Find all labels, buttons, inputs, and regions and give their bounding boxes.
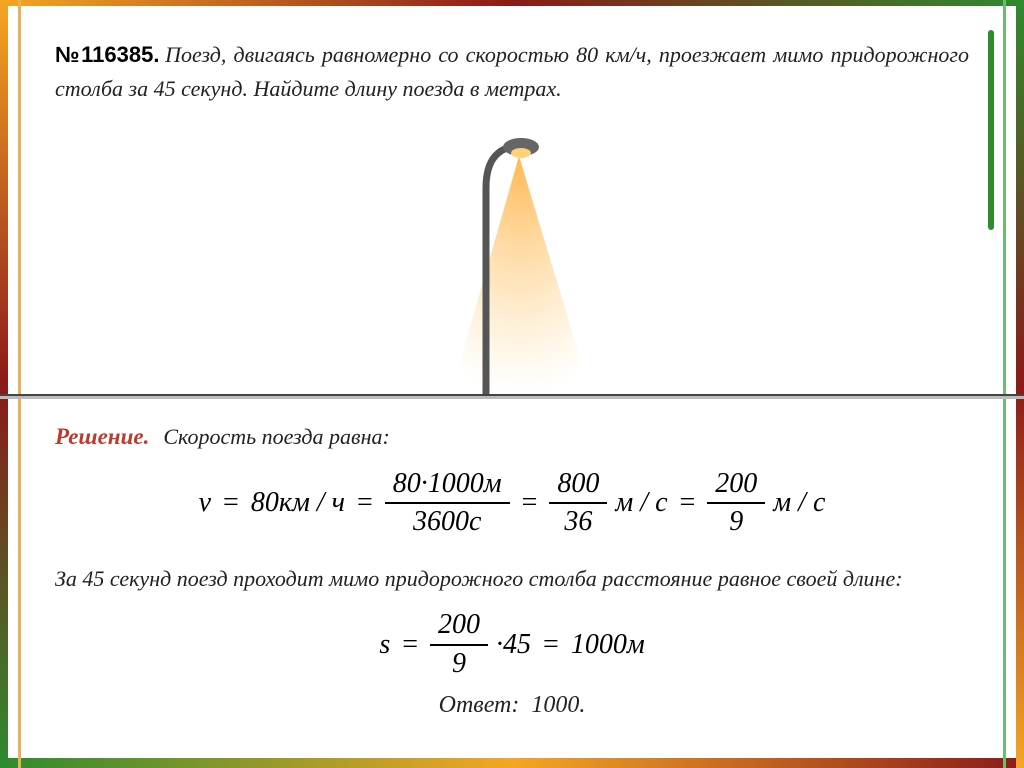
decor-bar-top bbox=[0, 0, 1024, 6]
decor-bar-bottom bbox=[0, 758, 1024, 768]
fraction-1: 80·1000м 3600с bbox=[385, 468, 510, 538]
streetlamp-illustration bbox=[391, 128, 611, 398]
decor-bar-left-inner bbox=[18, 0, 21, 768]
fraction-s: 200 9 bbox=[430, 609, 488, 679]
distance-formula: s = 200 9 ·45 = 1000м bbox=[55, 609, 969, 679]
decor-bar-right-outer bbox=[1016, 0, 1024, 768]
formula-val1: 80км / ч bbox=[251, 487, 345, 519]
answer-label: Ответ: bbox=[439, 692, 520, 718]
equals-sign: = bbox=[522, 487, 538, 519]
problem-text: Поезд, двигаясь равномерно со скоростью … bbox=[55, 42, 969, 101]
equals-sign: = bbox=[357, 487, 373, 519]
decor-accent-top-right bbox=[988, 30, 994, 230]
lamp-bulb bbox=[511, 148, 531, 158]
solution-intro: Скорость поезда равна: bbox=[163, 424, 389, 449]
problem-number: №116385. bbox=[55, 42, 159, 67]
solution-mid-text: За 45 секунд поезд проходит мимо придоро… bbox=[55, 562, 969, 595]
velocity-formula: v = 80км / ч = 80·1000м 3600с = 800 36 м… bbox=[55, 468, 969, 538]
decor-bar-right-inner bbox=[1003, 0, 1006, 768]
light-cone bbox=[451, 156, 591, 394]
answer-row: Ответ: 1000. bbox=[55, 692, 969, 719]
equals-sign: = bbox=[543, 629, 559, 661]
fraction-3: 200 9 bbox=[707, 468, 765, 538]
equals-sign: = bbox=[402, 629, 418, 661]
problem-block: №116385. Поезд, двигаясь равномерно со с… bbox=[55, 38, 969, 106]
decor-bar-left-outer bbox=[0, 0, 8, 768]
formula2-lhs: s bbox=[379, 629, 390, 661]
fraction-2: 800 36 bbox=[549, 468, 607, 538]
equals-sign: = bbox=[223, 487, 239, 519]
unit-2: м / с bbox=[615, 487, 667, 519]
formula2-mult: ·45 bbox=[496, 629, 531, 661]
formula-lhs: v bbox=[199, 487, 211, 519]
answer-value: 1000. bbox=[531, 692, 585, 718]
equals-sign: = bbox=[680, 487, 696, 519]
unit-3: м / с bbox=[773, 487, 825, 519]
formula2-result: 1000м bbox=[571, 629, 645, 661]
ground-shadow bbox=[0, 396, 1024, 399]
solution-block: Решение. Скорость поезда равна: v = 80км… bbox=[55, 424, 969, 719]
solution-label: Решение. bbox=[55, 424, 149, 449]
